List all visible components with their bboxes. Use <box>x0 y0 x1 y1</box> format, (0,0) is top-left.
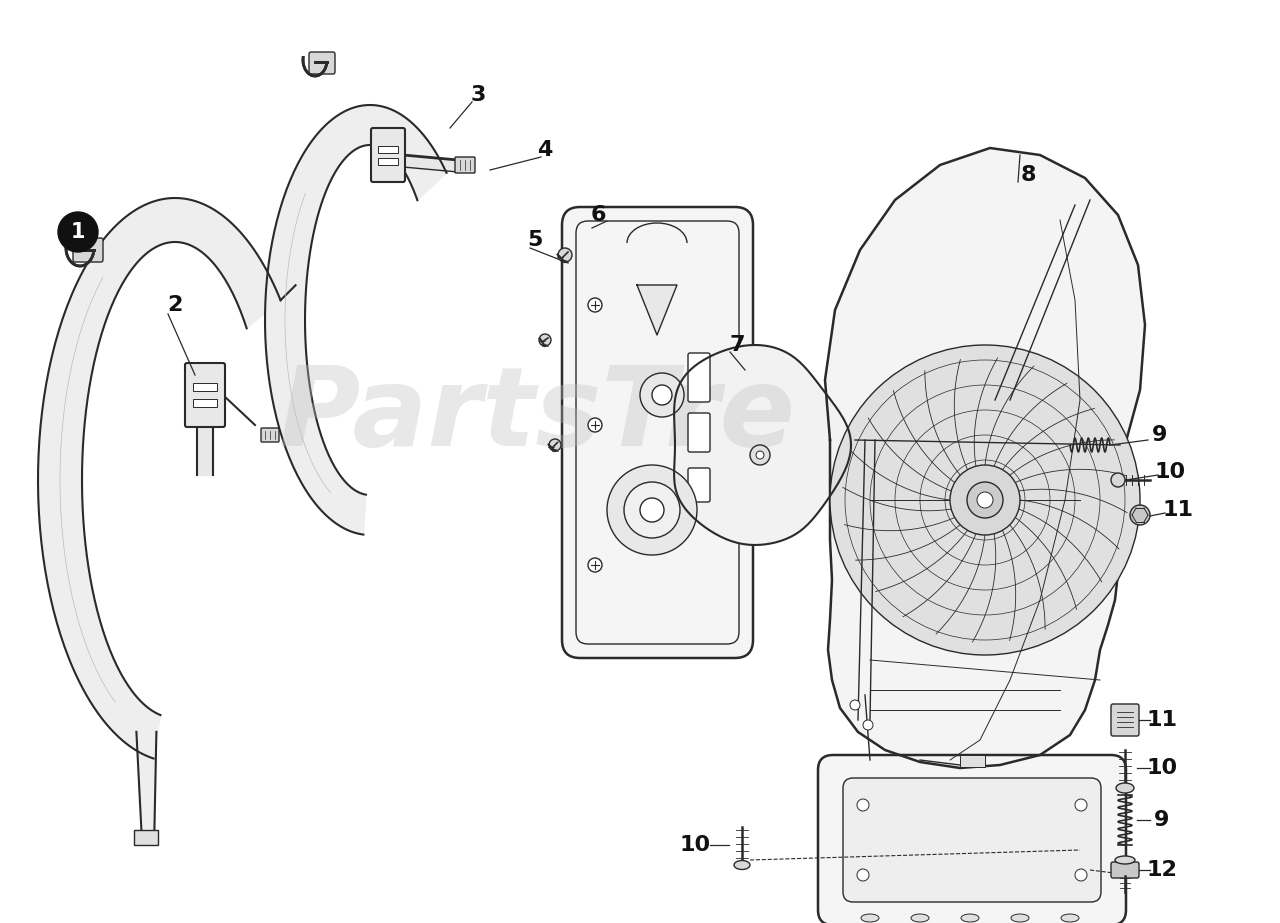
Ellipse shape <box>1115 856 1135 864</box>
Circle shape <box>1075 799 1087 811</box>
Circle shape <box>588 298 602 312</box>
Circle shape <box>549 439 561 451</box>
Polygon shape <box>826 148 1146 768</box>
Polygon shape <box>265 105 447 534</box>
Circle shape <box>829 345 1140 655</box>
Circle shape <box>588 558 602 572</box>
Text: 12: 12 <box>1147 860 1178 880</box>
Ellipse shape <box>961 914 979 922</box>
Polygon shape <box>137 732 156 830</box>
Polygon shape <box>38 198 280 759</box>
Circle shape <box>756 451 764 459</box>
Bar <box>378 158 398 165</box>
FancyBboxPatch shape <box>1111 704 1139 736</box>
Circle shape <box>607 465 698 555</box>
Circle shape <box>858 799 869 811</box>
Text: 10: 10 <box>1147 758 1178 778</box>
FancyBboxPatch shape <box>689 353 710 402</box>
Text: 8: 8 <box>1020 165 1036 185</box>
Polygon shape <box>637 285 677 335</box>
Text: 11: 11 <box>1162 500 1193 520</box>
Polygon shape <box>403 155 458 172</box>
FancyBboxPatch shape <box>562 207 753 658</box>
FancyBboxPatch shape <box>308 52 335 74</box>
Text: 6: 6 <box>590 205 605 225</box>
Text: 9: 9 <box>1155 810 1170 830</box>
Ellipse shape <box>861 914 879 922</box>
Circle shape <box>625 482 680 538</box>
FancyBboxPatch shape <box>186 363 225 427</box>
Polygon shape <box>675 345 851 545</box>
FancyBboxPatch shape <box>844 778 1101 902</box>
Circle shape <box>558 248 572 262</box>
Circle shape <box>977 492 993 508</box>
Text: PartsTre: PartsTre <box>279 362 796 469</box>
Text: 3: 3 <box>470 85 485 105</box>
Text: 4: 4 <box>538 140 553 160</box>
Circle shape <box>850 700 860 710</box>
FancyBboxPatch shape <box>689 468 710 502</box>
Circle shape <box>863 720 873 730</box>
Circle shape <box>652 385 672 405</box>
Bar <box>193 399 218 407</box>
Text: 11: 11 <box>1147 710 1178 730</box>
Ellipse shape <box>1116 783 1134 793</box>
Text: 7: 7 <box>730 335 745 355</box>
Circle shape <box>1075 869 1087 881</box>
Text: 5: 5 <box>527 230 543 250</box>
FancyBboxPatch shape <box>73 238 102 262</box>
Circle shape <box>1130 505 1149 525</box>
Ellipse shape <box>1011 914 1029 922</box>
Ellipse shape <box>911 914 929 922</box>
FancyBboxPatch shape <box>1111 862 1139 878</box>
Bar <box>960 755 986 767</box>
Text: 10: 10 <box>680 835 710 855</box>
Bar <box>378 146 398 153</box>
Circle shape <box>750 445 771 465</box>
Polygon shape <box>197 425 212 475</box>
Ellipse shape <box>1061 914 1079 922</box>
Text: 2: 2 <box>168 295 183 315</box>
Text: 1: 1 <box>70 222 86 242</box>
Circle shape <box>640 498 664 522</box>
Circle shape <box>1111 473 1125 487</box>
Circle shape <box>539 334 550 346</box>
FancyBboxPatch shape <box>454 157 475 173</box>
FancyBboxPatch shape <box>261 428 279 442</box>
Ellipse shape <box>733 860 750 869</box>
FancyBboxPatch shape <box>371 128 404 182</box>
Circle shape <box>966 482 1004 518</box>
Bar <box>134 830 159 845</box>
Circle shape <box>640 373 684 417</box>
Text: 10: 10 <box>1155 462 1185 482</box>
Bar <box>193 383 218 391</box>
Circle shape <box>58 212 99 252</box>
FancyBboxPatch shape <box>689 413 710 452</box>
Circle shape <box>858 869 869 881</box>
Circle shape <box>588 418 602 432</box>
FancyBboxPatch shape <box>818 755 1126 923</box>
Text: 9: 9 <box>1152 425 1167 445</box>
Circle shape <box>950 465 1020 535</box>
